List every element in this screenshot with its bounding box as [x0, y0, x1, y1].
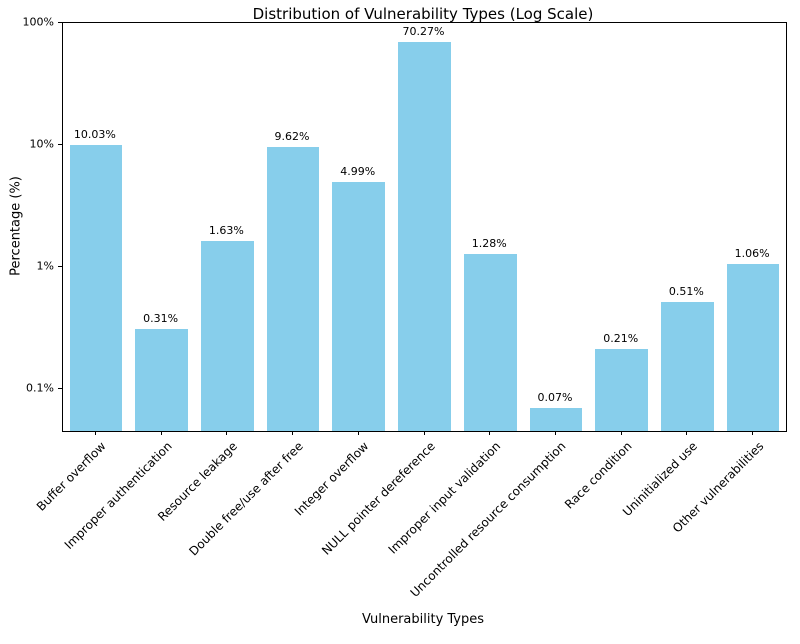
x-tick-label: Double free/use after free	[186, 439, 306, 559]
x-tick-mark	[226, 431, 228, 435]
bar-value-label: 0.31%	[143, 311, 179, 325]
bar	[398, 41, 451, 431]
bar	[135, 328, 188, 431]
x-tick-mark	[752, 431, 754, 435]
y-tick-label: 0.1%	[26, 381, 54, 395]
x-tick-mark	[160, 431, 162, 435]
bar	[661, 302, 714, 431]
x-tick-mark	[94, 431, 96, 435]
plot-area	[62, 22, 787, 432]
x-tick-mark	[292, 431, 294, 435]
y-tick-mark	[58, 265, 62, 267]
chart-title: Distribution of Vulnerability Types (Log…	[252, 5, 594, 23]
x-tick-mark	[554, 431, 556, 435]
y-tick-label: 1%	[36, 259, 54, 273]
x-tick-label: Buffer overflow	[34, 439, 109, 514]
bar-value-label: 1.06%	[734, 246, 770, 260]
x-tick-label: NULL pointer dereference	[318, 439, 438, 558]
bar-value-label: 0.51%	[668, 285, 704, 299]
x-axis-label: Vulnerability Types	[361, 612, 485, 627]
x-tick-mark	[620, 431, 622, 435]
bar	[595, 349, 648, 431]
y-tick-mark	[58, 22, 62, 23]
bar	[463, 253, 517, 431]
bar	[201, 240, 254, 431]
y-tick-label: 100%	[22, 15, 54, 29]
x-tick-mark	[357, 431, 359, 435]
bar	[529, 407, 583, 431]
bar	[726, 263, 780, 431]
x-tick-mark	[686, 431, 688, 435]
bar-value-label: 9.62%	[274, 129, 310, 143]
bar-value-label: 1.28%	[471, 236, 507, 250]
bar-value-label: 0.07%	[537, 390, 573, 404]
y-tick-mark	[58, 387, 62, 389]
x-tick-label: Race condition	[561, 439, 635, 512]
bar-value-label: 1.63%	[208, 223, 244, 237]
x-tick-mark	[423, 431, 425, 435]
y-tick-label: 10%	[29, 137, 54, 151]
x-tick-label: Improper input validation	[385, 439, 504, 557]
bar	[266, 146, 320, 431]
x-tick-label: Improper authentication	[61, 439, 175, 553]
x-tick-mark	[489, 431, 491, 435]
bar-value-label: 4.99%	[340, 164, 376, 178]
y-axis-label: Percentage (%)	[8, 176, 24, 276]
bar	[69, 144, 123, 431]
bar-value-label: 0.21%	[603, 332, 639, 346]
bar-value-label: 10.03%	[73, 127, 116, 141]
bar	[332, 181, 386, 431]
bar-value-label: 70.27%	[402, 24, 445, 38]
y-tick-mark	[58, 143, 62, 145]
